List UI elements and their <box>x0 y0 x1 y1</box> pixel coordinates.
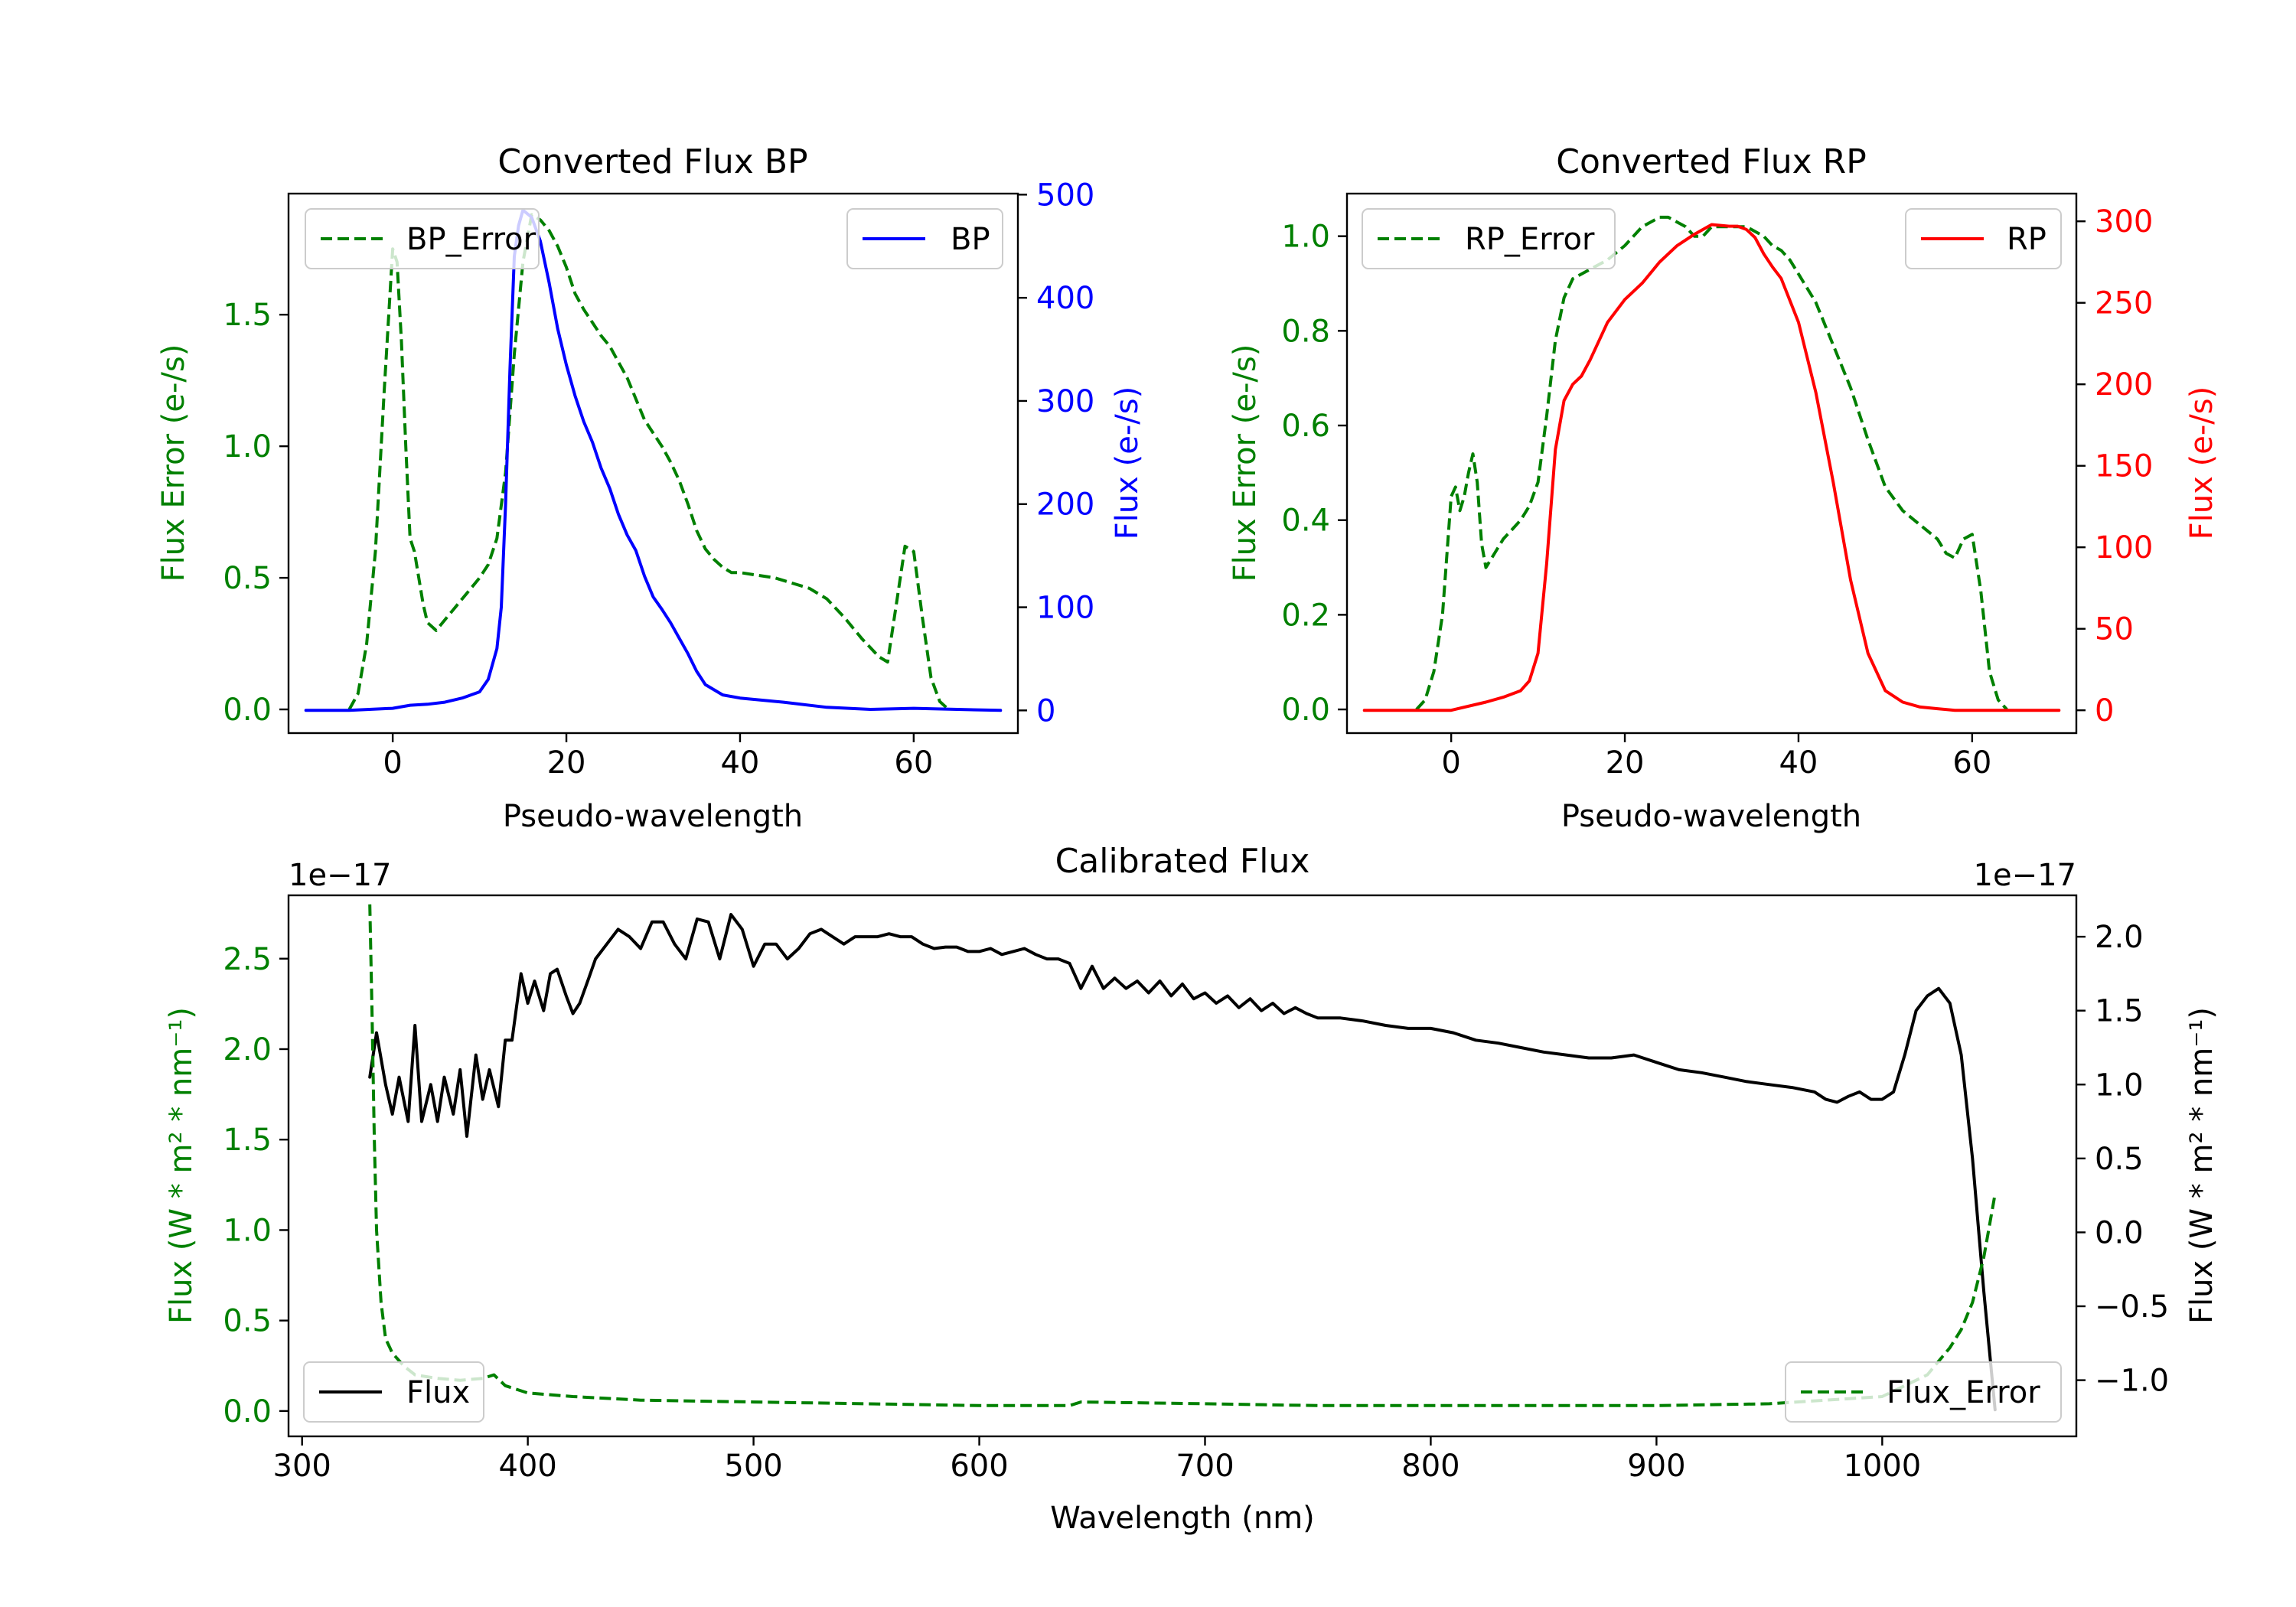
panel-cal-xtick-label: 700 <box>1176 1449 1234 1484</box>
panel-cal-legend-right-label: Flux_Error <box>1887 1375 2040 1410</box>
panel-rp-legend-left-label: RP_Error <box>1465 222 1595 257</box>
panel-cal-ytick-left-label: 2.5 <box>223 942 272 977</box>
panel-cal-title: Calibrated Flux <box>1055 842 1310 881</box>
panel-cal-ticks: 300 400 500 600 700 800 900 1000 0.0 0.5 1.0 1.5 2.0… <box>223 920 2169 1484</box>
panel-cal-ytick-right-label: 1.0 <box>2095 1068 2144 1103</box>
panel-cal-legend-right-box <box>1785 1361 2062 1423</box>
panel-rp-ytick-right-label: 150 <box>2095 449 2153 484</box>
panel-cal-ytick-left-label: 1.5 <box>223 1123 272 1158</box>
panel-cal: Calibrated Flux 1e−17 1e−17 300 400 500 600… <box>164 842 2219 1536</box>
panel-bp-series-layer <box>304 208 1003 712</box>
panel-bp-legend-left-label: BP_Error <box>406 222 536 257</box>
panel-cal-ytick-left-label: 0.0 <box>223 1394 272 1429</box>
panel-rp-frame <box>1345 192 2078 735</box>
panel-cal-xtick-label: 500 <box>724 1449 782 1484</box>
panel-bp: Converted Flux BP 0 20 40 60 0.0 0.5 1.0 1.5 0 10… <box>156 142 1145 834</box>
panel-cal-ytick-right-label: 0.5 <box>2095 1142 2144 1177</box>
series-bp-line <box>304 208 1003 712</box>
panel-rp-legend-left-box <box>1362 208 1616 269</box>
panel-bp-ytick-left-label: 1.5 <box>223 298 272 333</box>
panel-cal-ytick-left-label: 0.5 <box>223 1304 272 1339</box>
panel-bp-xlabel: Pseudo-wavelength <box>503 799 803 834</box>
panel-bp-ticks: 0 20 40 60 0.0 0.5 1.0 1.5 0 100 200 300 400 500 <box>223 178 1094 781</box>
panel-cal-legend-left-label: Flux <box>406 1375 470 1410</box>
panel-bp-frame <box>287 192 1019 735</box>
panel-cal-xtick-label: 900 <box>1627 1449 1685 1484</box>
panel-bp-ytick-right-label: 200 <box>1036 487 1094 523</box>
panel-rp-ylabel-right: Flux (e-/s) <box>2184 386 2219 539</box>
panel-rp-title: Converted Flux RP <box>1556 142 1867 181</box>
panel-cal-ytick-right-label: −0.5 <box>2095 1289 2169 1325</box>
panel-cal-ytick-right-label: 2.0 <box>2095 920 2144 955</box>
panel-cal-ytick-right-label: 0.0 <box>2095 1215 2144 1250</box>
panel-cal-ytick-right-label: −1.0 <box>2095 1364 2169 1399</box>
panel-rp-ylabel-left: Flux Error (e-/s) <box>1228 344 1263 582</box>
panel-cal-legend-left-box <box>303 1361 484 1423</box>
panel-bp-ytick-right-label: 400 <box>1036 281 1094 316</box>
panel-cal-xlabel: Wavelength (nm) <box>1050 1501 1315 1536</box>
panel-bp-ytick-right-label: 500 <box>1036 178 1094 213</box>
panel-rp-ytick-left-label: 0.2 <box>1281 598 1330 633</box>
panel-bp-title: Converted Flux BP <box>497 142 807 181</box>
panel-rp-ytick-left-label: 0.8 <box>1281 314 1330 349</box>
panel-rp-ytick-right-label: 200 <box>2095 367 2153 403</box>
series-rp-line <box>1362 223 2061 712</box>
panel-cal-xtick-label: 600 <box>950 1449 1008 1484</box>
panel-cal-ytick-left-label: 1.0 <box>223 1213 272 1248</box>
panel-bp-ylabel-left: Flux Error (e-/s) <box>156 344 191 582</box>
panel-rp-ytick-left-label: 0.4 <box>1281 504 1330 539</box>
panel-bp-legend-right: BP <box>846 208 1003 269</box>
panel-cal-ylabel-left: Flux (W * m² * nm⁻¹) <box>164 1007 199 1324</box>
panel-bp-legend-left: BP_Error <box>305 208 540 269</box>
panel-cal-xtick-label: 800 <box>1401 1449 1459 1484</box>
panel-bp-ylabel-right: Flux (e-/s) <box>1110 386 1145 539</box>
panel-cal-xtick-label: 300 <box>273 1449 331 1484</box>
panel-bp-ytick-left-label: 1.0 <box>223 429 272 464</box>
panel-cal-legend-left: Flux <box>303 1361 484 1423</box>
panel-cal-xtick-label: 400 <box>498 1449 556 1484</box>
panel-rp-legend-left: RP_Error <box>1362 208 1616 269</box>
panel-bp-xtick-label: 0 <box>383 745 402 781</box>
panel-rp-ytick-right-label: 0 <box>2095 693 2114 729</box>
panel-cal-ytick-left-label: 2.0 <box>223 1032 272 1068</box>
panel-rp-ytick-right-label: 300 <box>2095 204 2153 240</box>
panel-cal-legend-right: Flux_Error <box>1785 1361 2062 1423</box>
series-rp-error-line <box>1415 215 2008 711</box>
panel-rp-xtick-label: 40 <box>1779 745 1818 781</box>
panel-rp-xtick-label: 0 <box>1441 745 1460 781</box>
panel-rp-xtick-label: 20 <box>1606 745 1645 781</box>
panel-bp-ytick-right-label: 100 <box>1036 591 1094 626</box>
panel-rp-ytick-right-label: 50 <box>2095 612 2134 647</box>
panel-bp-ytick-left-label: 0.5 <box>223 561 272 596</box>
panel-cal-ylabel-right: Flux (W * m² * nm⁻¹) <box>2184 1007 2219 1324</box>
panel-bp-legend-left-box <box>305 208 540 269</box>
panel-cal-frame <box>287 894 2078 1438</box>
panel-rp: Converted Flux RP 0 20 40 60 0.0 0.2 0.4 0.6 0.8… <box>1228 142 2219 834</box>
panel-cal-offset-right: 1e−17 <box>1974 858 2076 893</box>
panel-cal-ytick-right-label: 1.5 <box>2095 994 2144 1029</box>
panel-cal-xtick-label: 1000 <box>1843 1449 1921 1484</box>
panel-bp-ytick-right-label: 300 <box>1036 384 1094 419</box>
panel-rp-series-layer <box>1362 215 2061 712</box>
panel-bp-xtick-label: 20 <box>547 745 586 781</box>
panel-rp-ticks: 0 20 40 60 0.0 0.2 0.4 0.6 0.8 1.0 0 50 100 150 200 250… <box>1281 204 2153 781</box>
panel-bp-xtick-label: 60 <box>894 745 933 781</box>
panel-rp-ytick-left-label: 1.0 <box>1281 220 1330 255</box>
panel-rp-ytick-right-label: 100 <box>2095 530 2153 566</box>
panel-rp-legend-right: RP <box>1905 208 2062 269</box>
panel-rp-xtick-label: 60 <box>1952 745 1991 781</box>
panel-rp-legend-right-label: RP <box>2007 222 2047 257</box>
panel-bp-xtick-label: 40 <box>720 745 759 781</box>
series-flux-line <box>368 913 1997 1412</box>
panel-rp-ytick-right-label: 250 <box>2095 286 2153 321</box>
panel-cal-offset-left: 1e−17 <box>289 858 391 893</box>
panel-bp-legend-right-label: BP <box>951 222 990 257</box>
panel-rp-ytick-left-label: 0.0 <box>1281 693 1330 728</box>
panel-bp-ytick-right-label: 0 <box>1036 693 1055 729</box>
panel-bp-ytick-left-label: 0.0 <box>223 693 272 728</box>
series-bp-error-line <box>347 213 950 711</box>
panel-rp-xlabel: Pseudo-wavelength <box>1561 799 1861 834</box>
panel-rp-ytick-left-label: 0.6 <box>1281 409 1330 444</box>
